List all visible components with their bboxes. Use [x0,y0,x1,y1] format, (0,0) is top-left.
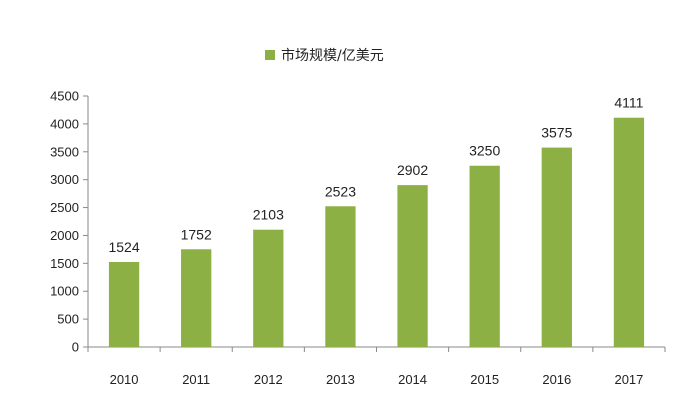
data-label-2013: 2523 [325,183,356,199]
x-tick-label-2012: 2012 [254,372,283,387]
legend-label: 市场规模/亿美元 [281,47,384,64]
legend: 市场规模/亿美元 [265,47,384,64]
bar-2015 [469,165,500,347]
y-tick-label: 3500 [50,144,79,159]
y-tick-label: 1000 [50,284,79,299]
legend-swatch [265,50,275,60]
y-tick-label: 1500 [50,256,79,271]
y-tick-label: 4000 [50,116,79,131]
bar-2010 [108,261,140,347]
bar-2014 [397,185,428,347]
x-tick-label-2015: 2015 [470,372,499,387]
x-tick-label-2014: 2014 [398,372,427,387]
y-tick-label: 2500 [50,200,79,215]
y-tick-label: 3000 [50,172,79,187]
data-label-2016: 3575 [541,125,572,141]
data-label-2012: 2103 [253,207,284,223]
data-labels: 1524 1752 2103 2523 2902 3250 3575 4111 [108,95,643,255]
data-label-2017: 4111 [614,95,643,111]
bar-2011 [181,249,212,347]
bar-2012 [253,229,284,347]
bar-2017 [613,117,645,347]
data-label-2011: 1752 [181,226,212,242]
data-label-2014: 2902 [397,162,428,178]
bar-2013 [325,206,356,347]
x-tick-label-2013: 2013 [326,372,355,387]
x-tick-label-2011: 2011 [182,372,210,387]
y-tick-label: 2000 [50,228,79,243]
x-tick-label-2017: 2017 [614,372,643,387]
bar-2016 [541,147,572,347]
x-tick-label-2016: 2016 [542,372,571,387]
y-tick-label: 500 [57,312,79,327]
axes: 0 500 1000 1500 2000 2500 3000 3500 4000 4500 2010… [50,89,666,387]
data-label-2015: 3250 [469,143,500,159]
data-label-2010: 1524 [108,239,139,255]
x-tick-label-2010: 2010 [110,372,139,387]
y-tick-label: 4500 [50,89,79,104]
bars [108,117,645,347]
y-tick-label: 0 [72,340,79,355]
